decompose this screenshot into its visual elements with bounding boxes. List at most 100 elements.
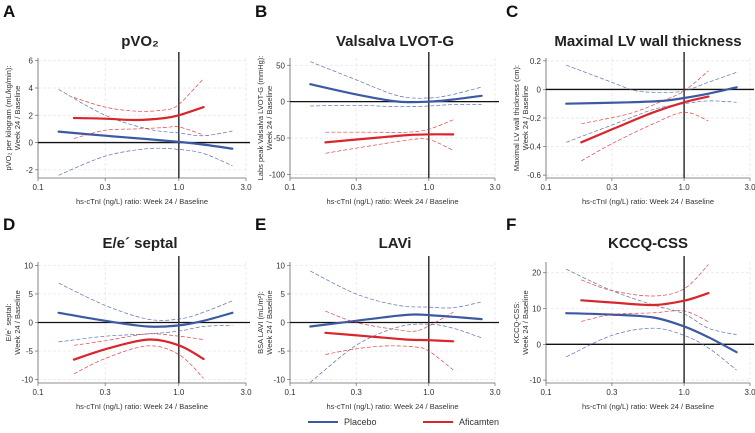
panel-letter: D — [3, 215, 15, 234]
x-tick-label: 0.1 — [32, 183, 44, 192]
y-tick-label: 0 — [29, 319, 34, 328]
y-axis-label: Week 24 / Baseline — [521, 290, 530, 354]
placebo-estimate-line — [57, 130, 234, 150]
y-tick-label: 6 — [29, 57, 34, 66]
aficamten-estimate-line — [324, 331, 455, 343]
y-tick-label: 50 — [276, 61, 285, 70]
y-tick-label: 20 — [532, 269, 541, 278]
y-axis-label: Week 24 / Baseline — [265, 86, 274, 150]
x-tick-label: 1.0 — [423, 183, 435, 192]
y-tick-label: 0 — [537, 340, 542, 349]
x-tick-label: 0.1 — [284, 388, 296, 397]
placebo-estimate-line — [57, 311, 234, 328]
placebo-estimate-line — [309, 83, 483, 104]
y-tick-label: -10 — [273, 376, 285, 385]
panel-b: B Valsalva LVOT-G -100 -50 0 50 0.1 0.3 1.0 3.0 hs… — [255, 2, 501, 206]
x-tick-label: 0.3 — [100, 388, 112, 397]
y-axis-label: BSA LAVI (mL/m²): — [256, 291, 265, 354]
legend-item-placebo: Placebo — [308, 417, 377, 427]
panel-letter: A — [3, 2, 15, 21]
placebo-estimate-line — [565, 312, 738, 354]
panel-d: D E/e´ septal -10 -5 0 5 10 0.1 0.3 1.0 3.0 hs-cTnI… — [3, 215, 252, 411]
x-tick-label: 0.1 — [32, 388, 44, 397]
x-tick-label: 3.0 — [744, 183, 755, 192]
aficamten-ci-lower — [73, 126, 204, 139]
placebo-estimate-line — [565, 86, 738, 105]
y-tick-label: -0.4 — [527, 143, 541, 152]
aficamten-estimate-line — [580, 292, 710, 307]
x-tick-label: 0.3 — [606, 183, 618, 192]
panel-title: pVO₂ — [121, 33, 159, 50]
y-axis-label: Week 24 / Baseline — [13, 290, 22, 354]
x-axis-label: hs-cTnI (ng/L) ratio: Week 24 / Baseline — [582, 197, 714, 206]
aficamten-ci-lower — [73, 345, 204, 379]
placebo-ci-upper — [566, 64, 737, 93]
placebo-ci-lower — [310, 323, 482, 383]
placebo-ci-upper — [310, 61, 482, 99]
aficamten-ci-upper — [325, 119, 454, 133]
y-axis-label: Week 24 / Baseline — [265, 290, 274, 354]
y-axis-label: Week 24 / Baseline — [13, 86, 22, 150]
y-tick-label: -10 — [21, 376, 33, 385]
aficamten-ci-upper — [581, 264, 709, 297]
y-axis-label: Maximal LV wall thickness (cm): — [512, 65, 521, 171]
x-tick-label: 3.0 — [240, 183, 252, 192]
y-axis-label: Week 24 / Baseline — [521, 86, 530, 150]
legend: Placebo Aficamten — [308, 417, 499, 427]
panel-c: C Maximal LV wall thickness -0.6 -0.4 -0.2 0 0… — [506, 2, 755, 206]
x-tick-label: 0.3 — [351, 183, 363, 192]
panel-letter: F — [506, 215, 516, 234]
y-tick-label: 0 — [281, 319, 286, 328]
aficamten-estimate-line — [72, 106, 205, 122]
panel-title: Valsalva LVOT-G — [336, 33, 454, 50]
x-tick-label: 0.1 — [540, 183, 552, 192]
x-tick-label: 1.0 — [679, 388, 691, 397]
y-tick-label: -0.6 — [527, 171, 541, 180]
placebo-ci-upper — [566, 268, 737, 336]
y-axis-label: Labs peak Valsalva LVOT-G (mmHg): — [256, 56, 265, 181]
y-tick-label: -100 — [269, 170, 286, 179]
x-tick-label: 1.0 — [173, 388, 185, 397]
placebo-ci-lower — [566, 100, 737, 143]
legend-label: Placebo — [344, 417, 377, 427]
aficamten-ci-upper — [325, 310, 454, 332]
panel-f: F KCCQ-CSS -10 0 10 20 0.1 0.3 1.0 3.0 hs-cTnI (ng… — [506, 215, 755, 411]
placebo-ci-lower — [58, 325, 233, 343]
y-tick-label: -5 — [26, 347, 34, 356]
y-tick-label: 0.2 — [530, 57, 542, 66]
placebo-ci-lower — [58, 147, 233, 176]
y-axis-label: E/e´ septal: — [4, 304, 13, 342]
panel-title: Maximal LV wall thickness — [554, 33, 741, 50]
x-tick-label: 1.0 — [423, 388, 435, 397]
x-tick-label: 0.1 — [540, 388, 552, 397]
y-tick-label: 5 — [281, 290, 286, 299]
x-tick-label: 3.0 — [489, 388, 501, 397]
placebo-ci-upper — [58, 89, 233, 137]
y-tick-label: 2 — [29, 111, 34, 120]
y-axis-label: pVO₂ per kilogram (mL/kg/min): — [4, 65, 13, 170]
y-tick-label: -10 — [529, 376, 541, 385]
y-tick-label: 0 — [29, 139, 34, 148]
legend-item-aficamten: Aficamten — [423, 417, 499, 427]
y-tick-label: 10 — [532, 305, 541, 314]
x-axis-label: hs-cTnI (ng/L) ratio: Week 24 / Baseline — [582, 402, 714, 411]
legend-label: Aficamten — [459, 417, 499, 427]
panel-title: E/e´ septal — [102, 235, 177, 252]
x-tick-label: 3.0 — [489, 183, 501, 192]
panel-title: KCCQ-CSS — [608, 235, 688, 252]
panel-letter: E — [255, 215, 266, 234]
x-tick-label: 1.0 — [173, 183, 185, 192]
aficamten-ci-lower — [325, 345, 454, 371]
x-tick-label: 3.0 — [744, 388, 755, 397]
placebo-ci-lower — [566, 327, 737, 371]
x-tick-label: 1.0 — [679, 183, 691, 192]
aficamten-estimate-line — [580, 95, 710, 144]
x-tick-label: 0.3 — [351, 388, 363, 397]
aficamten-estimate-line — [72, 338, 205, 361]
y-tick-label: 10 — [276, 261, 285, 270]
y-axis-label: KCCQ-CSS: — [512, 302, 521, 344]
y-tick-label: 0 — [537, 85, 542, 94]
y-tick-label: -50 — [273, 134, 285, 143]
